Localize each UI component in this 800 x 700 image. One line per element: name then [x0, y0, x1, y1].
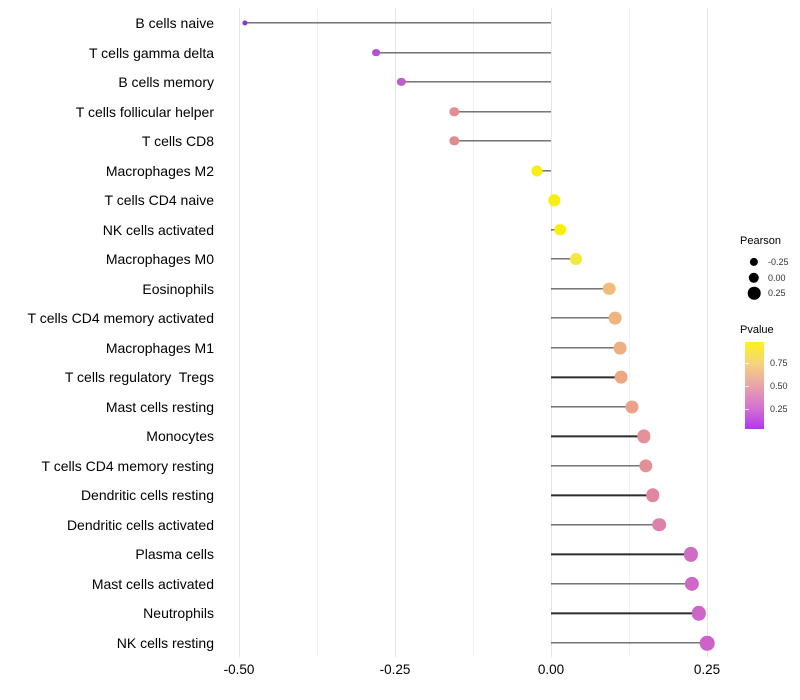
legend-pvalue-title: Pvalue — [740, 324, 774, 336]
y-axis-label: T cells follicular helper — [75, 103, 214, 120]
lollipop-dot — [613, 341, 627, 355]
y-axis-label: Dendritic cells activated — [66, 516, 214, 533]
y-axis-label: T cells CD8 — [141, 133, 214, 150]
y-axis-label: Dendritic cells resting — [80, 487, 214, 504]
lollipop-dot — [602, 282, 616, 295]
y-axis-label: B cells naive — [135, 15, 214, 31]
y-axis-label: Eosinophils — [142, 280, 214, 297]
lollipop-stem — [245, 22, 551, 24]
y-axis-label: Macrophages M0 — [105, 251, 214, 268]
lollipop-stem — [551, 376, 621, 378]
gridline-major — [707, 8, 708, 657]
lollipop-stem — [551, 258, 576, 260]
x-axis-tick-label: -0.25 — [379, 662, 411, 677]
lollipop-dot — [639, 459, 653, 473]
colorbar-tick — [745, 386, 749, 387]
lollipop-stem — [551, 494, 653, 496]
legend-size-label: 0.25 — [768, 288, 786, 298]
lollipop-stem — [551, 288, 610, 290]
legend-pearson-title: Pearson — [740, 235, 781, 247]
legend-size-circle — [749, 257, 759, 267]
lollipop-dot — [691, 606, 707, 621]
legend-size-circle — [748, 272, 760, 283]
lollipop-stem — [551, 583, 693, 585]
lollipop-dot — [372, 48, 381, 57]
lollipop-dot — [683, 547, 698, 562]
y-axis-label: Macrophages M2 — [105, 162, 214, 179]
colorbar-tick — [745, 363, 749, 364]
y-axis-label: Macrophages M1 — [105, 339, 214, 356]
y-axis-label: T cells CD4 memory resting — [41, 457, 214, 474]
x-axis-tick-label: -0.50 — [223, 662, 255, 677]
y-axis-label: T cells CD4 memory activated — [27, 310, 214, 327]
lollipop-dot — [449, 136, 459, 146]
lollipop-dot — [637, 429, 651, 443]
y-axis-label: Mast cells resting — [105, 398, 214, 415]
lollipop-dot — [242, 20, 248, 26]
legend-pvalue: Pvalue 0.75 0.50 0.25 — [735, 318, 800, 438]
gridline-minor — [473, 8, 474, 657]
y-axis-label: Mast cells activated — [91, 575, 214, 592]
lollipop-dot — [449, 106, 459, 117]
legend-pvalue-label: 0.75 — [770, 358, 788, 368]
lollipop-dot — [554, 223, 567, 236]
y-axis-label: T cells regulatory Tregs — [64, 369, 214, 386]
legend-size-circle — [747, 286, 761, 300]
colorbar-tick — [745, 409, 749, 410]
pvalue-colorbar — [745, 342, 764, 429]
gridline-major — [395, 8, 396, 657]
y-axis-label: NK cells resting — [116, 634, 214, 651]
lollipop-dot — [699, 635, 715, 651]
legend-size-label: 0.00 — [768, 272, 786, 283]
lollipop-stem — [551, 435, 644, 437]
legend-pearson: Pearson -0.25 0.00 0.25 — [735, 230, 800, 310]
lollipop-stem — [551, 553, 691, 556]
lollipop-stem — [551, 465, 646, 467]
lollipop-stem — [376, 51, 551, 54]
legend-size-label: -0.25 — [768, 257, 789, 267]
lollipop-stem — [551, 524, 659, 526]
lollipop-dot — [684, 576, 700, 592]
y-axis-label: Plasma cells — [135, 546, 214, 563]
gridline-major — [551, 8, 552, 657]
y-axis-label: B cells memory — [118, 74, 214, 91]
lollipop-stem — [537, 169, 551, 172]
lollipop-stem — [551, 317, 616, 319]
y-axis-label: T cells gamma delta — [88, 44, 214, 61]
x-axis-tick-label: 0.25 — [693, 662, 721, 677]
lollipop-stem — [551, 642, 707, 644]
y-axis-label: Neutrophils — [143, 605, 214, 622]
y-axis-label: T cells CD4 naive — [104, 192, 214, 209]
lollipop-stem — [551, 347, 621, 349]
gridline-minor — [317, 8, 318, 657]
lollipop-stem — [454, 140, 551, 142]
lollipop-stem — [454, 110, 551, 113]
lollipop-dot — [397, 77, 406, 87]
gridline-major — [239, 8, 240, 657]
y-axis-label: NK cells activated — [102, 221, 214, 238]
y-axis-label: Monocytes — [146, 428, 214, 445]
lollipop-dot — [548, 194, 560, 206]
lollipop-dot — [608, 311, 622, 325]
lollipop-dot — [614, 370, 628, 384]
lollipop-stem — [551, 406, 633, 408]
lollipop-stem — [551, 612, 699, 615]
lollipop-dot — [531, 165, 543, 177]
lollipop-stem — [401, 81, 551, 83]
legend-pvalue-label: 0.25 — [770, 404, 788, 414]
x-axis-tick-label: 0.00 — [537, 662, 565, 677]
lollipop-dot — [625, 400, 639, 414]
gridline-minor — [629, 8, 630, 657]
lollipop-dot — [645, 488, 660, 503]
legend-pvalue-label: 0.50 — [770, 381, 788, 391]
lollipop-dot — [570, 253, 582, 266]
lollipop-dot — [652, 518, 666, 532]
